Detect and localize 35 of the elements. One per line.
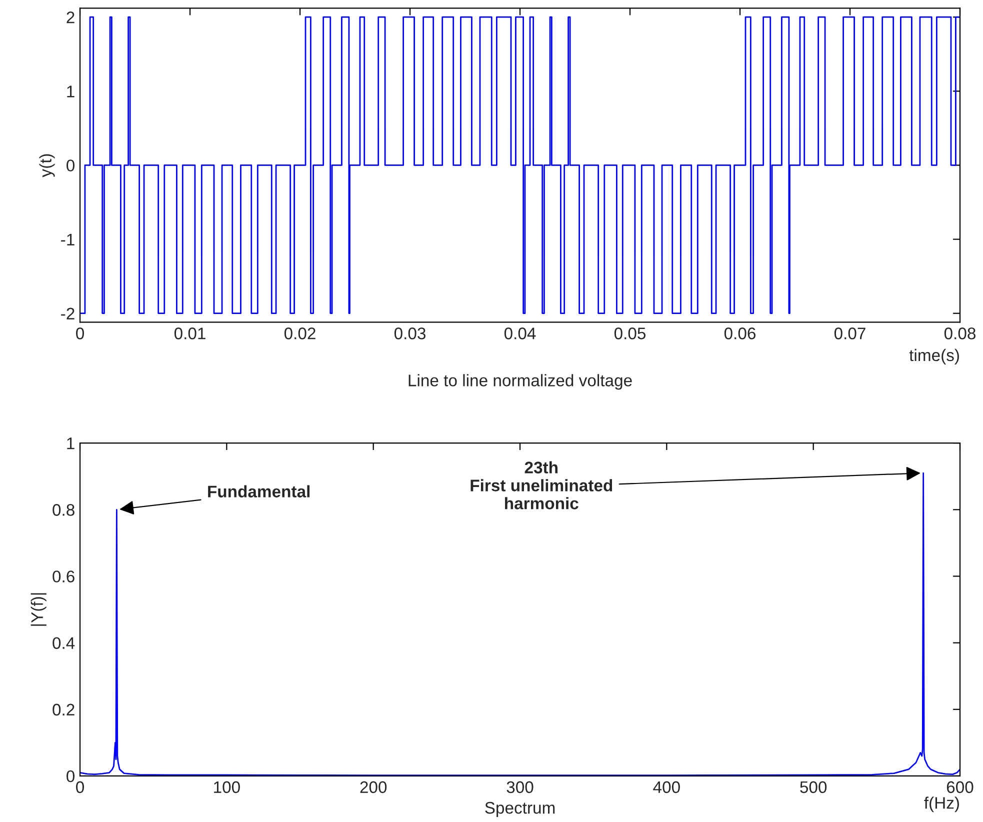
x-tick-label: 400 xyxy=(653,781,680,794)
y-tick-label: 0.4 xyxy=(52,637,75,650)
y-tick-label: 1 xyxy=(67,438,74,450)
x-tick-label: 0 xyxy=(76,328,84,340)
x-tick-label: 0 xyxy=(76,781,84,794)
y-tick-label: 0.2 xyxy=(52,704,74,716)
x-axis-title: time(s) xyxy=(909,348,959,364)
x-tick-label: 0.05 xyxy=(614,328,646,340)
y-tick-label: 0 xyxy=(66,160,75,172)
x-tick-label: 100 xyxy=(214,781,240,794)
x-tick-label: 0.06 xyxy=(724,328,756,340)
x-tick-label: 200 xyxy=(360,781,387,794)
y-tick-label: -2 xyxy=(61,308,74,320)
y-axis-title: y(t) xyxy=(39,154,55,178)
y-tick-label: 0 xyxy=(66,770,75,782)
annotation: Fundamental xyxy=(208,485,310,498)
x-tick-label: 600 xyxy=(946,781,974,794)
text: Spectrum xyxy=(485,802,555,818)
x-axis-title: f(Hz) xyxy=(924,796,959,812)
y-tick-label: 0.6 xyxy=(52,570,74,582)
y-tick-label: 1 xyxy=(67,86,74,98)
x-tick-label: 0.07 xyxy=(834,328,866,340)
x-tick-label: 0.02 xyxy=(284,328,316,340)
y-tick-label: 2 xyxy=(66,12,74,24)
x-tick-label: 300 xyxy=(506,781,534,794)
x-tick-label: 0.08 xyxy=(944,328,976,340)
x-tick-label: 0.01 xyxy=(174,328,206,340)
x-tick-label: 0.03 xyxy=(394,328,426,340)
text: Line to line normalized voltage xyxy=(408,374,632,390)
x-tick-label: 500 xyxy=(800,781,827,794)
y-axis-title: |Y(f)| xyxy=(30,593,46,626)
x-tick-label: 0.04 xyxy=(504,328,536,340)
y-tick-label: -1 xyxy=(61,234,74,246)
y-tick-label: 0.8 xyxy=(52,504,74,516)
annotation: 23th First uneliminated harmonic xyxy=(470,461,612,510)
